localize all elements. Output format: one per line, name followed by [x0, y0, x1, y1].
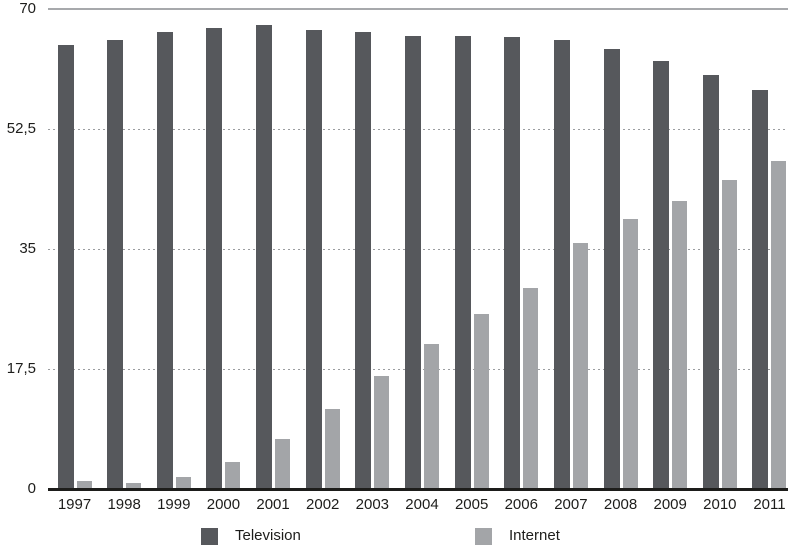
x-label-2005: 2005 [454, 496, 489, 513]
bar-television-1999 [156, 32, 173, 489]
bar-television-2008 [603, 49, 620, 489]
bar-internet-2001 [275, 438, 291, 489]
bar-internet-2003 [374, 375, 390, 489]
bar-group-2011 [752, 9, 787, 489]
y-tick-label: 17,5 [6, 360, 36, 377]
bar-group-2009 [653, 9, 688, 489]
bar-internet-2010 [721, 180, 737, 489]
x-label-1998: 1998 [107, 496, 141, 513]
x-label-2001: 2001 [256, 496, 290, 513]
x-axis-baseline [48, 488, 788, 491]
x-label-2002: 2002 [306, 496, 340, 513]
y-tick-label: 35 [19, 240, 36, 257]
legend: Television Internet [0, 527, 790, 549]
x-label-2007: 2007 [554, 496, 588, 513]
bar-groups [48, 9, 788, 489]
bar-television-2000 [206, 28, 223, 489]
x-label-2004: 2004 [405, 496, 439, 513]
bar-television-2006 [504, 37, 521, 489]
bar-television-2009 [653, 61, 670, 489]
bar-internet-2007 [572, 242, 588, 489]
bar-group-2006 [504, 9, 539, 489]
y-tick-label: 0 [27, 480, 36, 497]
bar-group-2002 [305, 9, 340, 489]
y-tick-label: 52,5 [6, 120, 36, 137]
bar-internet-2004 [423, 343, 439, 489]
bar-internet-2008 [622, 218, 638, 489]
x-label-2006: 2006 [504, 496, 538, 513]
legend-item-television: Television [201, 527, 301, 545]
bar-television-2001 [256, 25, 273, 489]
bar-television-2005 [454, 36, 471, 489]
bar-group-2005 [454, 9, 489, 489]
x-label-2003: 2003 [355, 496, 390, 513]
bar-group-2001 [256, 9, 291, 489]
television-swatch [201, 527, 218, 545]
bar-group-2000 [206, 9, 241, 489]
bar-television-1997 [57, 45, 74, 489]
bar-internet-2000 [225, 461, 241, 489]
legend-label-internet: Internet [509, 527, 560, 544]
bar-television-2010 [702, 74, 719, 489]
x-label-2000: 2000 [206, 496, 241, 513]
axis-top-rule [48, 8, 788, 10]
bar-internet-1997 [76, 480, 92, 489]
x-label-2008: 2008 [603, 496, 638, 513]
bar-television-2004 [404, 35, 421, 489]
bar-group-1998 [107, 9, 142, 489]
legend-label-television: Television [235, 527, 301, 544]
bar-internet-2009 [672, 201, 688, 489]
x-axis-labels: 1997 1998 1999 2000 2001 2002 2003 2004 2005 2006… [48, 496, 788, 514]
bar-internet-2011 [771, 161, 787, 489]
y-tick-label: 70 [19, 0, 36, 17]
y-axis: 70 52,5 35 17,5 0 [0, 0, 40, 500]
bar-internet-2005 [473, 314, 489, 489]
bar-group-2008 [603, 9, 638, 489]
x-label-1997: 1997 [57, 496, 92, 513]
x-label-2011: 2011 [753, 496, 786, 513]
bar-group-2010 [702, 9, 737, 489]
bar-internet-1999 [175, 477, 191, 489]
x-label-2009: 2009 [653, 496, 687, 513]
x-label-1999: 1999 [157, 496, 191, 513]
bar-television-2003 [355, 32, 372, 489]
bar-television-2002 [305, 30, 322, 489]
bar-group-2004 [404, 9, 439, 489]
plot-area [48, 8, 788, 491]
bar-internet-1998 [126, 482, 142, 489]
bar-group-1997 [57, 9, 92, 489]
bar-group-1999 [156, 9, 191, 489]
internet-swatch [475, 527, 492, 545]
bar-television-1998 [107, 39, 124, 489]
bar-group-2007 [553, 9, 588, 489]
x-label-2010: 2010 [703, 496, 737, 513]
bar-internet-2002 [324, 408, 340, 489]
bar-television-2011 [752, 89, 769, 489]
legend-item-internet: Internet [475, 527, 560, 545]
bar-group-2003 [355, 9, 390, 489]
bar-television-2007 [553, 39, 570, 489]
bar-internet-2006 [523, 288, 539, 489]
